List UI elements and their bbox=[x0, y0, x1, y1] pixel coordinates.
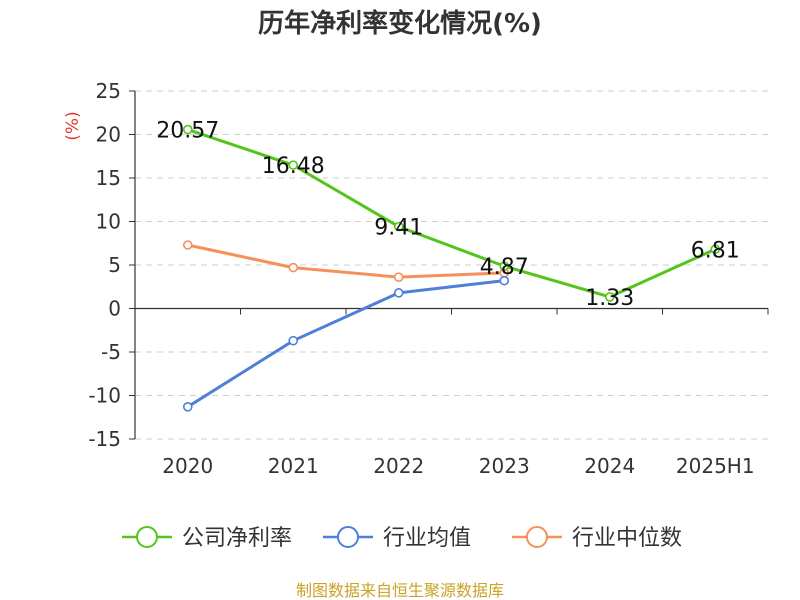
legend-circle-marker bbox=[337, 526, 359, 548]
legend-label: 行业中位数 bbox=[572, 526, 682, 551]
y-tick-label: 0 bbox=[108, 297, 121, 321]
x-tick-label: 2020 bbox=[162, 454, 213, 478]
data-label: 9.41 bbox=[374, 216, 423, 241]
data-point bbox=[288, 335, 299, 346]
data-point bbox=[182, 240, 193, 250]
legend-item[interactable]: 行业均值 bbox=[323, 526, 471, 551]
data-point bbox=[499, 275, 510, 286]
y-axis-unit-label: (%) bbox=[63, 111, 83, 140]
y-tick-label: 20 bbox=[96, 123, 121, 147]
x-tick-label: 2022 bbox=[373, 454, 424, 478]
data-point bbox=[393, 272, 404, 282]
data-label: 4.87 bbox=[480, 255, 529, 280]
series-lines bbox=[182, 124, 721, 412]
legend-label: 行业均值 bbox=[383, 526, 471, 551]
data-point bbox=[182, 124, 193, 135]
data-point bbox=[499, 261, 510, 271]
data-point bbox=[393, 288, 404, 298]
legend-circle-marker bbox=[526, 526, 548, 548]
data-point bbox=[182, 402, 193, 412]
data-point bbox=[710, 244, 721, 255]
source-caption: 制图数据来自恒生聚源数据库 bbox=[296, 581, 504, 600]
y-tick-label: 10 bbox=[96, 210, 121, 234]
data-label: 6.81 bbox=[691, 238, 740, 263]
axes: 25 20 15 10 5 0 -5 -10 -15 2020 2021 2022 2023 2024 20… bbox=[88, 79, 769, 478]
series-line bbox=[187, 128, 716, 299]
y-tick-label: 5 bbox=[108, 253, 121, 277]
y-tick-label: -5 bbox=[101, 340, 121, 364]
legend-item[interactable]: 公司净利率 bbox=[122, 526, 292, 551]
x-tick-label: 2025H1 bbox=[676, 454, 755, 478]
data-labels: 20.57 16.48 9.41 4.87 1.33 6.81 bbox=[156, 119, 739, 311]
chart-title: 历年净利率变化情况(%) bbox=[258, 8, 542, 39]
data-label: 16.48 bbox=[262, 154, 325, 179]
y-tick-label: -15 bbox=[88, 427, 121, 451]
y-tick-label: 25 bbox=[96, 79, 121, 103]
y-tick-label: -10 bbox=[88, 384, 121, 408]
data-point bbox=[288, 262, 299, 273]
legend[interactable]: 公司净利率 行业均值 行业中位数 bbox=[122, 526, 682, 551]
data-label: 20.57 bbox=[156, 119, 219, 144]
legend-label: 公司净利率 bbox=[182, 526, 292, 551]
legend-item[interactable]: 行业中位数 bbox=[512, 526, 682, 551]
x-tick-label: 2023 bbox=[479, 454, 530, 478]
y-tick-label: 15 bbox=[96, 166, 121, 190]
series-line bbox=[186, 279, 505, 409]
legend-circle-marker bbox=[136, 526, 158, 548]
x-tick-label: 2021 bbox=[268, 454, 319, 478]
series-line bbox=[187, 243, 505, 279]
data-point bbox=[604, 292, 615, 302]
data-point bbox=[393, 221, 404, 232]
data-label: 1.33 bbox=[585, 286, 634, 311]
data-point bbox=[288, 160, 299, 170]
x-tick-label: 2024 bbox=[584, 454, 635, 478]
